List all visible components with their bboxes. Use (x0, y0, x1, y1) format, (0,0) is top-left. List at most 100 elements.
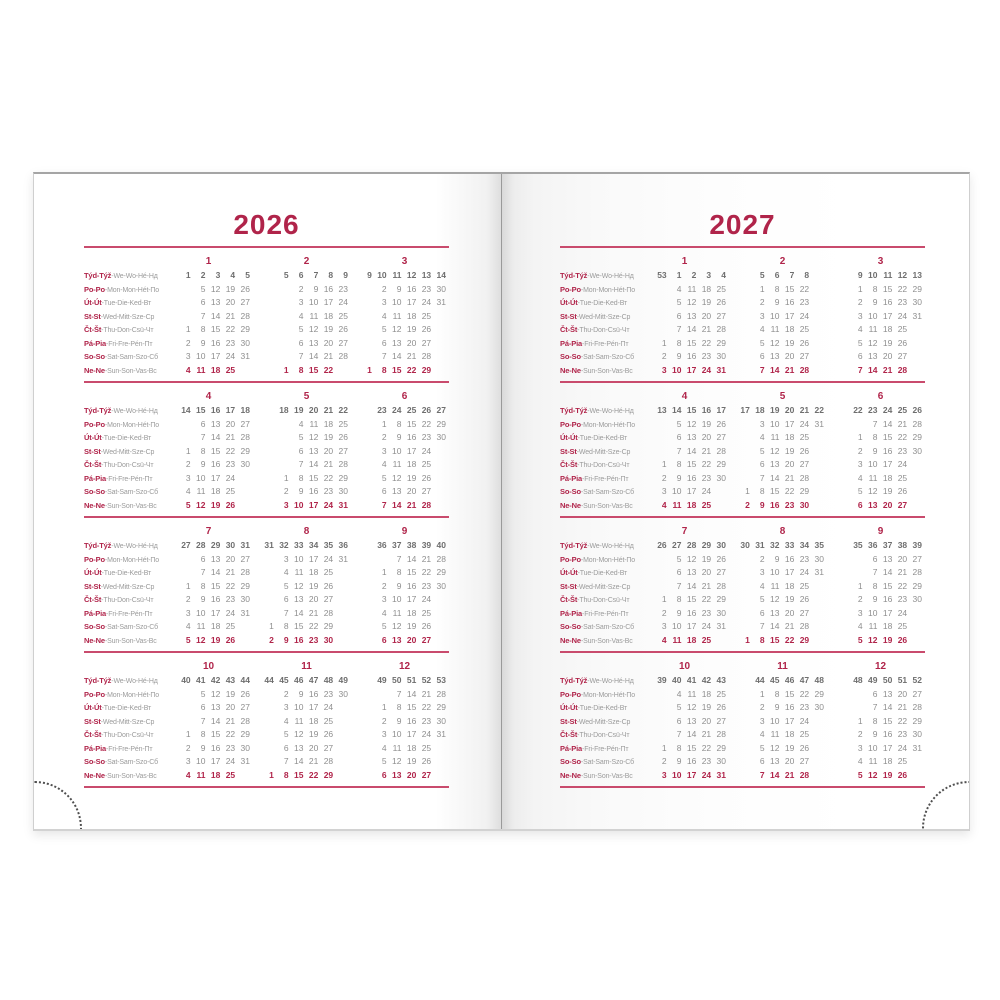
day-cell: 17 (784, 418, 795, 429)
day-label-cz-sk: Týd-Týž (560, 541, 588, 550)
week-number-cell: 16 (701, 405, 712, 415)
day-label-intl: -Thu-Don-Csü-Чт (101, 327, 154, 334)
day-cell: 13 (686, 715, 697, 726)
day-cell: 26 (897, 634, 908, 645)
day-label-cz-sk: St-St (84, 716, 101, 726)
day-label: St-St-Wed-Mitt-Sze-Ср (560, 715, 640, 730)
day-cell: 23 (897, 445, 908, 456)
day-cell: 21 (225, 715, 236, 726)
day-label: Pá-Pia-Fri-Fre-Pén-Пт (84, 607, 164, 622)
week-number-cell: 49 (338, 675, 348, 685)
week-number-cell: 50 (882, 675, 893, 685)
day-cell: 10 (294, 702, 304, 712)
day-cell: 22 (225, 580, 236, 591)
calendar-page: 2027 1 2 3 Týd-Týž-We-Wo-Hé-Нд 53 1 2 3 4 5 6 7 8 9 10… (560, 174, 925, 788)
day-label-cz-sk: Čt-Št (84, 460, 102, 469)
month-number: 11 (777, 661, 788, 672)
day-cell: 3 (283, 553, 289, 564)
day-cell: 14 (686, 729, 697, 739)
day-cell: 11 (392, 607, 402, 618)
day-cell: 14 (210, 715, 221, 726)
day-cell: 24 (421, 729, 432, 739)
day-cell: 26 (421, 472, 432, 483)
day-label: Týd-Týž-We-Wo-Hé-Нд (560, 404, 640, 419)
day-cell: 9 (872, 445, 878, 456)
day-cell: 23 (421, 715, 432, 726)
day-cell: 8 (774, 688, 780, 699)
day-cell: 9 (872, 297, 878, 307)
day-label: Ne-Ne-Sun-Son-Vas-Вс (84, 364, 164, 379)
day-cell: 3 (857, 459, 863, 469)
day-cell: 5 (381, 324, 387, 334)
weekday-row: Út-Út-Tue-Die-Ked-Вт 6 13 20 27 4 11 18 25 1 8 15 22… (560, 431, 925, 445)
day-cell: 17 (210, 607, 221, 618)
day-label: So-So-Sat-Sam-Szo-Сб (560, 485, 640, 500)
day-cell: 9 (676, 472, 682, 483)
day-cell: 24 (799, 418, 810, 429)
day-cell: 24 (897, 742, 908, 753)
day-cell: 12 (392, 324, 402, 334)
month-header-row: 4 5 6 (560, 389, 925, 404)
day-cell: 25 (897, 472, 908, 483)
day-cell: 7 (200, 310, 206, 321)
day-label: So-So-Sat-Sam-Szo-Сб (84, 620, 164, 635)
day-label: Út-Út-Tue-Die-Ked-Вт (560, 296, 640, 311)
day-label-intl: -Tue-Die-Ked-Вт (101, 300, 152, 307)
week-number-cell: 33 (784, 540, 795, 550)
day-cell: 27 (421, 769, 432, 780)
day-cell: 28 (716, 445, 726, 456)
day-cell: 17 (882, 607, 893, 618)
day-cell: 16 (882, 445, 893, 456)
day-cell: 25 (338, 418, 348, 429)
day-cell: 27 (912, 688, 922, 699)
day-cell: 7 (283, 756, 289, 766)
day-cell: 5 (676, 297, 682, 307)
week-number-cell: 5 (283, 270, 289, 280)
day-cell: 10 (196, 756, 206, 766)
day-cell: 13 (392, 337, 402, 348)
day-label-cz-sk: So-So (84, 757, 105, 766)
day-label: Čt-Št-Thu-Don-Csü-Чт (84, 728, 164, 743)
day-label-cz-sk: Týd-Týž (84, 271, 112, 280)
day-cell: 22 (323, 472, 334, 483)
week-number-cell: 28 (686, 540, 697, 550)
quarter-rule (560, 786, 925, 788)
week-number-cell: 31 (240, 540, 250, 550)
day-cell: 2 (381, 580, 387, 591)
day-cell: 8 (676, 594, 682, 604)
day-cell: 11 (672, 634, 682, 645)
week-number-cell: 11 (883, 270, 893, 280)
day-label-intl: -Tue-Die-Ked-Вт (577, 570, 628, 577)
day-cell: 20 (406, 769, 417, 780)
day-cell: 1 (661, 459, 667, 469)
day-cell: 5 (200, 283, 206, 294)
day-cell: 25 (716, 688, 726, 699)
week-number-cell: 27 (436, 405, 446, 415)
day-cell: 19 (882, 634, 893, 645)
week-number-cell: 35 (814, 540, 824, 550)
day-cell: 13 (308, 337, 319, 348)
weekday-row: Po-Po-Mon-Mon-Hét-По 6 13 20 27 4 11 18 25 1 8 15 22… (84, 418, 449, 432)
week-number-row: Týd-Týž-We-Wo-Hé-Нд 1 2 3 4 5 5 6 7 8 9 9 10 11 12 13 14 (84, 269, 449, 283)
day-cell: 26 (421, 621, 432, 631)
week-number-cell: 16 (210, 405, 221, 415)
weekday-row: St-St-Wed-Mitt-Sze-Ср 6 13 20 27 3 10 17 24 1 8 15 2… (560, 715, 925, 729)
day-cell: 18 (406, 459, 417, 469)
day-cell: 8 (676, 337, 682, 348)
day-cell: 13 (868, 351, 878, 361)
day-cell: 26 (897, 486, 908, 496)
day-cell: 26 (799, 445, 810, 456)
day-label-intl: -Sun-Son-Vas-Вс (104, 637, 157, 645)
day-cell: 29 (240, 729, 250, 739)
day-label-intl: -Fri-Fre-Pén-Пт (106, 340, 153, 348)
day-cell: 9 (283, 634, 289, 645)
day-label-intl: -Sun-Son-Vas-Вс (580, 637, 633, 645)
day-cell: 24 (323, 553, 334, 564)
day-cell: 17 (210, 472, 221, 483)
day-cell: 18 (406, 310, 417, 321)
day-cell: 9 (200, 459, 206, 469)
day-cell: 15 (210, 324, 221, 334)
week-number-cell: 28 (196, 540, 206, 550)
day-cell: 25 (225, 364, 236, 375)
day-cell: 13 (770, 351, 780, 361)
